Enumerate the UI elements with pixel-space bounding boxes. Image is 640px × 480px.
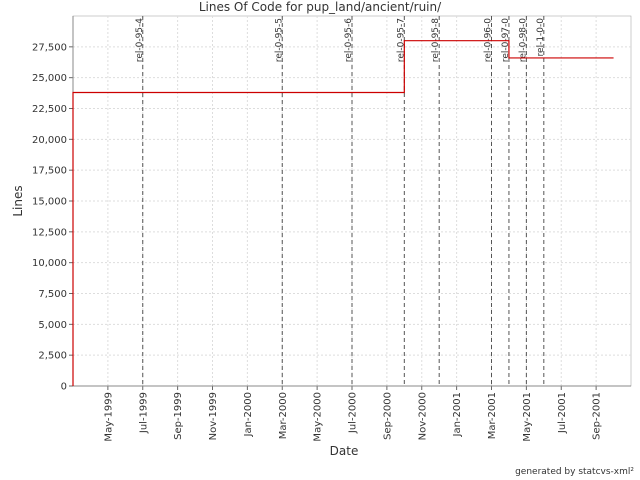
release-label: rel-0-95-5 (274, 18, 284, 62)
x-tick-label: May-2000 (313, 392, 324, 442)
x-tick-label: Sep-1999 (173, 392, 184, 440)
y-tick-label: 25,000 (32, 73, 67, 84)
y-tick-label: 2,500 (38, 351, 67, 362)
release-label: rel-0-95-6 (344, 18, 354, 62)
x-tick-label: May-1999 (103, 392, 114, 442)
x-tick-label: Jan-2000 (243, 392, 254, 437)
x-tick-label: Nov-2000 (417, 392, 428, 440)
footer: generated by statcvs-xml² (515, 467, 634, 477)
y-tick-label: 5,000 (38, 320, 67, 331)
release-label: rel-0-97-0 (501, 18, 511, 62)
y-tick-label: 0 (61, 382, 67, 393)
y-tick-label: 17,500 (32, 166, 67, 177)
release-label: rel-0-95-4 (135, 18, 145, 62)
release-label: rel-0-98-0 (518, 18, 528, 62)
y-tick-label: 10,000 (32, 258, 67, 269)
y-tick-label: 12,500 (32, 227, 67, 238)
y-tick-label: 22,500 (32, 104, 67, 115)
x-tick-label: Sep-2001 (592, 392, 603, 440)
y-tick-label: 20,000 (32, 135, 67, 146)
x-tick-label: Sep-2000 (382, 392, 393, 440)
release-label: rel-0-95-7 (396, 18, 406, 62)
y-tick-label: 7,500 (38, 289, 67, 300)
chart-title: Lines Of Code for pup_land/ancient/ruin/ (199, 0, 442, 14)
line (72, 40, 614, 386)
x-tick-label: May-2001 (522, 392, 533, 442)
x-tick-label: Jul-2000 (348, 392, 359, 434)
y-tick-label: 15,000 (32, 197, 67, 208)
x-axis-label: Date (330, 444, 359, 458)
x-tick-label: Jul-2001 (557, 392, 568, 434)
y-tick-label: 27,500 (32, 42, 67, 53)
x-tick-label: Mar-2001 (487, 392, 498, 439)
x-tick-label: Nov-1999 (208, 392, 219, 440)
x-tick-label: Mar-2000 (278, 392, 289, 439)
release-label: rel-0-95-8 (431, 18, 441, 62)
release-label: rel-1-0-0 (536, 18, 546, 57)
y-axis-label: Lines (11, 185, 25, 216)
x-tick-label: Jul-1999 (138, 392, 149, 434)
release-label: rel-0-96-0 (484, 18, 494, 62)
x-tick-label: Jan-2001 (452, 392, 463, 437)
